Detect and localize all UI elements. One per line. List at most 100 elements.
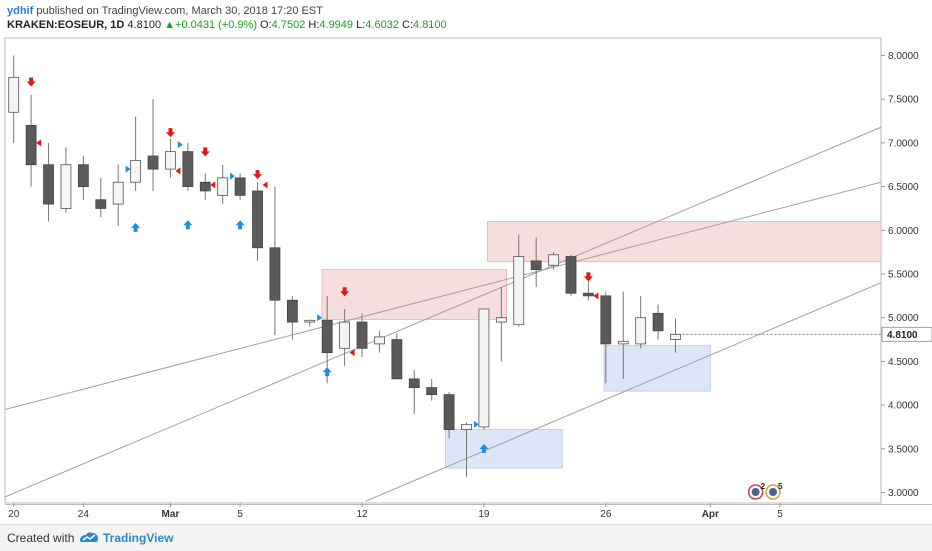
- resistance-zone: [487, 221, 882, 263]
- idea-badge-count: 2: [761, 482, 766, 491]
- trendline: [5, 126, 881, 498]
- y-tick-label: 4.5000: [888, 357, 919, 368]
- candle-body: [252, 190, 263, 249]
- y-tick-label: 7.5000: [888, 95, 919, 106]
- candle-body: [147, 155, 159, 170]
- candle-body: [199, 181, 211, 192]
- tradingview-logo-icon: [80, 532, 98, 542]
- candle-body: [43, 164, 54, 205]
- sell-flag-icon: [210, 181, 216, 189]
- x-tick-label: Mar: [162, 509, 180, 520]
- buy-arrow-icon: [131, 222, 141, 232]
- x-tick-label: 5: [777, 509, 783, 520]
- candle-body: [182, 151, 194, 187]
- buy-flag-icon: [473, 420, 479, 428]
- candle-body: [60, 164, 72, 209]
- x-tick-label: 20: [8, 509, 20, 520]
- price-chart[interactable]: 3.0000 3.5000 4.0000 4.5000 5.0000 5.5000 6.00…: [0, 0, 932, 524]
- candle-body: [321, 319, 333, 354]
- candle-body: [165, 151, 176, 170]
- symbol-info: KRAKEN:EOSEUR, 1D 4.8100 ▲+0.0431 (+0.9%…: [7, 19, 447, 31]
- candle-body: [443, 394, 455, 430]
- open-label: O:: [260, 19, 272, 31]
- candle-body: [478, 308, 490, 428]
- candle-body: [635, 317, 647, 345]
- last-price: 4.8100: [127, 19, 162, 31]
- y-tick-label: 7.0000: [888, 138, 919, 149]
- trendline: [365, 282, 881, 502]
- y-tick-label: 8.0000: [888, 51, 919, 62]
- candle-body: [374, 336, 385, 345]
- candle-body: [495, 317, 507, 323]
- candle-body: [95, 199, 107, 209]
- sell-arrow-icon: [200, 147, 210, 157]
- sell-flag-icon: [36, 139, 42, 147]
- last-price-box: [881, 326, 932, 342]
- buy-arrow-icon: [322, 367, 332, 377]
- high-label: H:: [308, 19, 320, 31]
- candle-body: [356, 321, 368, 349]
- x-tick-label: 19: [478, 509, 490, 520]
- x-tick-label: 24: [78, 509, 90, 520]
- candle-body: [391, 339, 403, 380]
- sell-arrow-icon: [253, 170, 263, 180]
- candle-body: [408, 378, 420, 389]
- y-tick-label: 4.0000: [888, 401, 919, 412]
- low-value: 4.6032: [365, 19, 399, 31]
- footer-bar: Created with TradingView: [0, 524, 932, 551]
- idea-badge-avatar: [769, 488, 778, 496]
- publish-text: published on TradingView.com, March 30, …: [36, 5, 323, 17]
- candle-body: [461, 423, 472, 430]
- tradingview-brand[interactable]: TradingView: [103, 531, 174, 545]
- buy-arrow-icon: [183, 220, 193, 230]
- y-tick-label: 5.5000: [888, 269, 919, 280]
- sell-flag-icon: [175, 167, 181, 175]
- idea-badge-count: 5: [778, 482, 783, 491]
- buy-flag-icon: [317, 314, 323, 322]
- idea-badge-avatar: [751, 488, 760, 496]
- close-value: 4.8100: [413, 19, 447, 31]
- sell-arrow-icon: [340, 287, 350, 297]
- sell-flag-icon: [349, 349, 355, 357]
- close-label: C:: [402, 19, 414, 31]
- low-label: L:: [356, 19, 366, 31]
- open-value: 4.7502: [271, 19, 306, 31]
- candle-body: [652, 312, 664, 332]
- y-tick-label: 3.0000: [888, 488, 919, 499]
- candle-body: [670, 333, 681, 340]
- price-change: +0.0431 (+0.9%): [175, 19, 257, 31]
- candle-body: [269, 247, 281, 301]
- buy-flag-icon: [125, 165, 131, 173]
- buy-flag-icon: [230, 172, 236, 180]
- y-tick-label: 3.5000: [888, 444, 919, 455]
- y-tick-label: 6.5000: [888, 182, 919, 193]
- created-with-text: Created with: [7, 531, 75, 545]
- support-zone: [445, 429, 563, 469]
- up-arrow-icon: ▲: [164, 19, 176, 31]
- x-tick-label: 5: [237, 509, 243, 520]
- candle-body: [426, 387, 438, 396]
- sell-arrow-icon: [165, 128, 175, 138]
- candle-body: [234, 177, 246, 196]
- candle-body: [304, 319, 316, 323]
- support-zone: [603, 345, 711, 392]
- buy-arrow-icon: [235, 220, 245, 230]
- y-tick-label: 6.0000: [888, 226, 919, 237]
- y-tick-label: 5.0000: [888, 313, 919, 324]
- x-tick-label: 12: [356, 509, 368, 520]
- sell-flag-icon: [593, 292, 599, 300]
- x-tick-label: 26: [600, 509, 612, 520]
- sell-arrow-icon: [583, 272, 593, 282]
- candle-body: [600, 295, 612, 345]
- candle-body: [112, 181, 124, 205]
- author-name[interactable]: ydhif: [7, 5, 34, 17]
- candle-body: [565, 256, 577, 294]
- buy-flag-icon: [177, 141, 183, 149]
- candle-body: [217, 177, 229, 196]
- sell-arrow-icon: [26, 77, 36, 87]
- sell-flag-icon: [262, 181, 268, 189]
- symbol-label: KRAKEN:EOSEUR, 1D: [7, 19, 125, 31]
- candle-body: [286, 299, 298, 323]
- candle-body: [548, 254, 559, 266]
- candle-body: [130, 159, 142, 183]
